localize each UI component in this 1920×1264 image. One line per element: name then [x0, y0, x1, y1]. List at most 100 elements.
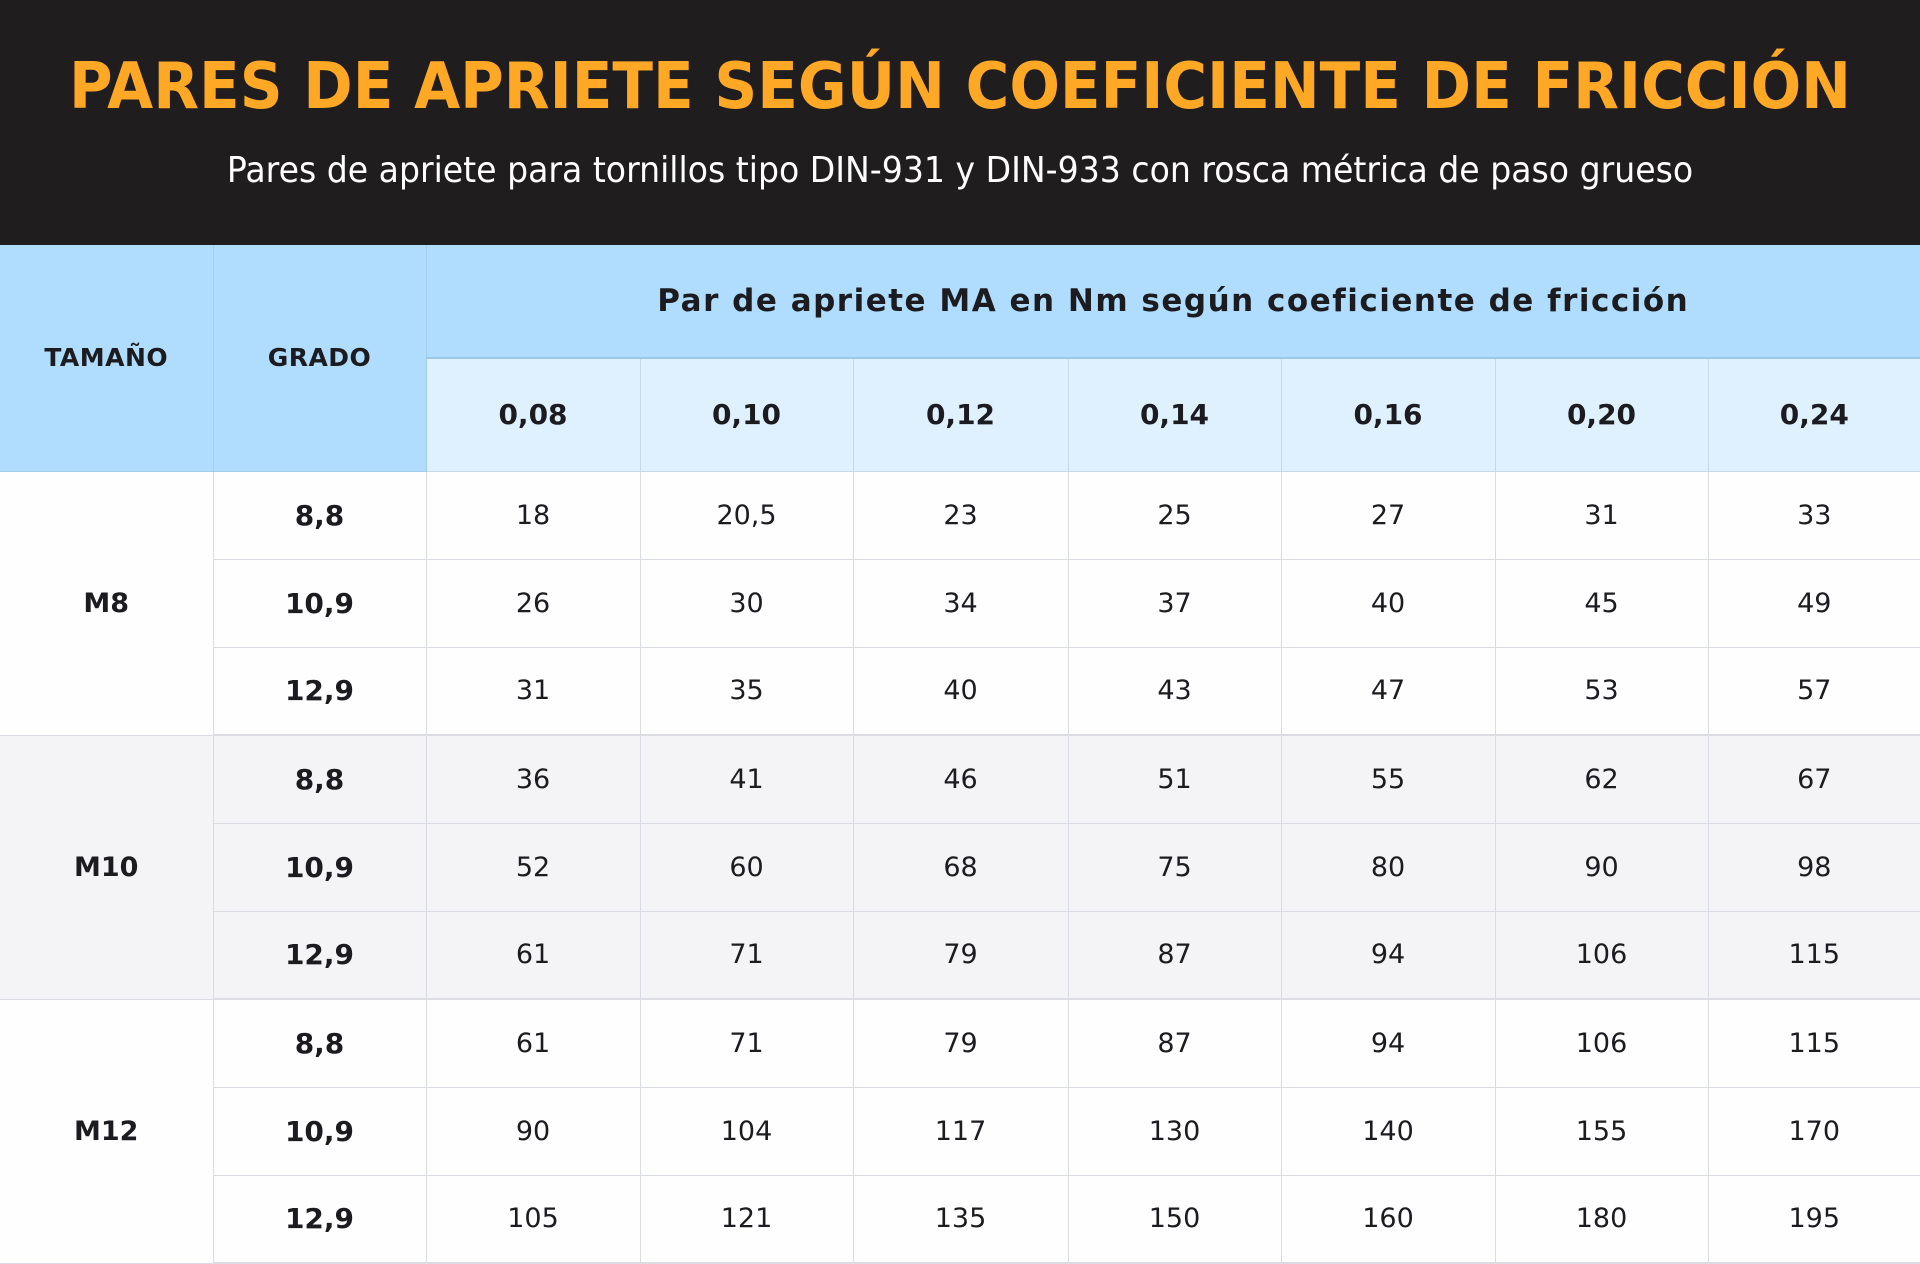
torque-value-cell: 34: [852, 558, 1069, 648]
torque-value-cell: 55: [1280, 734, 1496, 824]
torque-value-cell: 36: [425, 734, 641, 824]
column-header-coefficient: 0,16: [1280, 357, 1496, 472]
torque-value-cell: 53: [1494, 646, 1709, 736]
torque-value-cell: 150: [1067, 1174, 1282, 1264]
torque-value-cell: 43: [1067, 646, 1282, 736]
column-header-size: TAMAÑO: [0, 245, 214, 472]
grade-cell: 8,8: [212, 734, 427, 824]
torque-value-cell: 31: [425, 646, 641, 736]
torque-value-cell: 62: [1494, 734, 1709, 824]
torque-value-cell: 71: [639, 998, 854, 1088]
table-row: 10,9 90 104 117 130 140 155 170: [0, 1086, 1920, 1176]
torque-value-cell: 87: [1067, 998, 1282, 1088]
torque-value-cell: 79: [852, 998, 1069, 1088]
grade-cell: 10,9: [213, 1086, 427, 1176]
table-row: 10,9 52 60 68 75 80 90 98: [0, 822, 1920, 912]
torque-value-cell: 52: [425, 822, 641, 912]
torque-value-cell: 47: [1280, 646, 1496, 736]
table-body: M8 8,8 18 20,5 23 25 27 31 33 10,9 26 30 34 37 40 45 49 1…: [0, 470, 1920, 1264]
torque-value-cell: 98: [1707, 822, 1920, 912]
column-header-coefficient: 0,14: [1067, 357, 1282, 472]
torque-value-cell: 170: [1707, 1086, 1920, 1176]
torque-value-cell: 37: [1067, 558, 1282, 648]
torque-value-cell: 71: [639, 910, 854, 1000]
torque-value-cell: 41: [639, 734, 854, 824]
column-header-coefficient: 0,20: [1494, 357, 1709, 472]
page-title: PARES DE APRIETE SEGÚN COEFICIENTE DE FR…: [69, 50, 1851, 124]
torque-value-cell: 30: [639, 558, 854, 648]
column-header-coefficient: 0,08: [426, 357, 641, 472]
torque-value-cell: 51: [1067, 734, 1282, 824]
torque-value-cell: 106: [1494, 998, 1709, 1088]
torque-value-cell: 115: [1707, 998, 1920, 1088]
size-cell: M8: [0, 470, 214, 736]
column-group-header-torque: Par de apriete MA en Nm según coeficient…: [425, 245, 1920, 359]
torque-value-cell: 68: [852, 822, 1069, 912]
torque-value-cell: 45: [1494, 558, 1709, 648]
torque-value-cell: 195: [1707, 1174, 1920, 1264]
torque-value-cell: 61: [425, 910, 641, 1000]
column-header-grade: GRADO: [212, 245, 427, 472]
torque-value-cell: 20,5: [639, 470, 854, 560]
torque-value-cell: 87: [1067, 910, 1282, 1000]
torque-value-cell: 160: [1280, 1174, 1496, 1264]
grade-cell: 12,9: [213, 646, 427, 736]
torque-value-cell: 57: [1707, 646, 1920, 736]
table-row: 12,9 31 35 40 43 47 53 57: [0, 646, 1920, 736]
torque-value-cell: 40: [852, 646, 1069, 736]
torque-value-cell: 67: [1707, 734, 1920, 824]
torque-value-cell: 106: [1494, 910, 1709, 1000]
grade-cell: 12,9: [213, 910, 427, 1000]
torque-value-cell: 23: [852, 470, 1069, 560]
torque-value-cell: 35: [639, 646, 854, 736]
grade-cell: 12,9: [213, 1174, 427, 1264]
torque-value-cell: 31: [1494, 470, 1709, 560]
torque-value-cell: 121: [639, 1174, 854, 1264]
torque-value-cell: 26: [425, 558, 641, 648]
torque-value-cell: 80: [1280, 822, 1496, 912]
size-cell: M12: [0, 998, 214, 1264]
torque-value-cell: 49: [1707, 558, 1920, 648]
page-subtitle: Pares de apriete para tornillos tipo DIN…: [226, 150, 1694, 191]
grade-cell: 10,9: [213, 558, 427, 648]
torque-value-cell: 46: [852, 734, 1069, 824]
table-row: M8 8,8 18 20,5 23 25 27 31 33: [0, 470, 1920, 736]
torque-value-cell: 180: [1494, 1174, 1709, 1264]
torque-value-cell: 94: [1280, 998, 1496, 1088]
torque-value-cell: 79: [852, 910, 1069, 1000]
title-banner: PARES DE APRIETE SEGÚN COEFICIENTE DE FR…: [0, 0, 1920, 245]
table-row: 12,9 105 121 135 150 160 180 195: [0, 1174, 1920, 1264]
torque-value-cell: 135: [852, 1174, 1069, 1264]
table-header: TAMAÑO GRADO Par de apriete MA en Nm seg…: [0, 245, 1920, 472]
column-header-coefficient: 0,24: [1707, 357, 1920, 472]
torque-value-cell: 155: [1494, 1086, 1709, 1176]
column-header-coefficient: 0,10: [639, 357, 854, 472]
torque-value-cell: 130: [1067, 1086, 1282, 1176]
torque-value-cell: 25: [1067, 470, 1282, 560]
column-header-coefficient: 0,12: [852, 357, 1069, 472]
torque-value-cell: 90: [1494, 822, 1709, 912]
torque-value-cell: 90: [425, 1086, 641, 1176]
table-row: M12 8,8 61 71 79 87 94 106 115: [0, 998, 1920, 1264]
torque-table: TAMAÑO GRADO Par de apriete MA en Nm seg…: [0, 245, 1920, 1264]
torque-value-cell: 27: [1280, 470, 1496, 560]
torque-value-cell: 105: [425, 1174, 641, 1264]
grade-cell: 10,9: [213, 822, 427, 912]
torque-value-cell: 140: [1280, 1086, 1496, 1176]
torque-value-cell: 75: [1067, 822, 1282, 912]
torque-value-cell: 115: [1707, 910, 1920, 1000]
torque-value-cell: 60: [639, 822, 854, 912]
grade-cell: 8,8: [212, 998, 427, 1088]
grade-cell: 8,8: [212, 470, 427, 560]
torque-value-cell: 33: [1707, 470, 1920, 560]
table-row: 12,9 61 71 79 87 94 106 115: [0, 910, 1920, 1000]
torque-value-cell: 117: [852, 1086, 1069, 1176]
table-row: 10,9 26 30 34 37 40 45 49: [0, 558, 1920, 648]
size-cell: M10: [0, 734, 214, 1000]
torque-value-cell: 104: [639, 1086, 854, 1176]
torque-value-cell: 61: [425, 998, 641, 1088]
torque-value-cell: 94: [1280, 910, 1496, 1000]
table-row: M10 8,8 36 41 46 51 55 62 67: [0, 734, 1920, 1000]
torque-value-cell: 40: [1280, 558, 1496, 648]
torque-value-cell: 18: [425, 470, 641, 560]
